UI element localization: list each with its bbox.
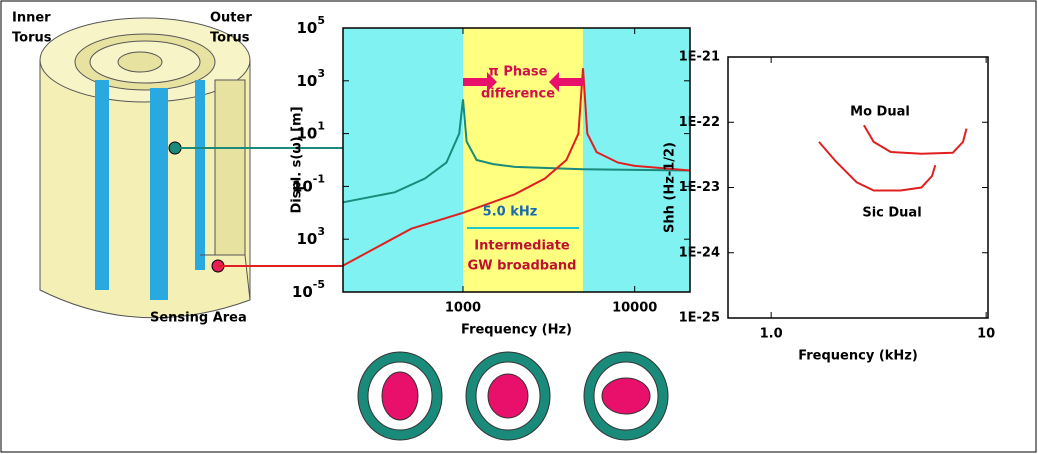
x-tick-label: 1.0 — [760, 327, 783, 342]
y-tick-label: 103 — [296, 225, 325, 248]
y-tick-exp: 5 — [317, 14, 325, 27]
y-axis-label: Displ. s(ω) [m] — [290, 106, 305, 213]
y-tick-label: 10-5 — [292, 278, 325, 301]
annotation: 5.0 kHz — [483, 205, 538, 220]
y-tick-label: 1E-24 — [679, 245, 720, 260]
diagram-label: Inner — [12, 11, 51, 26]
annotation: Intermediate — [474, 239, 570, 254]
y-tick-label: 1E-25 — [679, 311, 720, 326]
y-tick-base: 10 — [296, 19, 317, 37]
annotation: π Phase — [489, 65, 548, 80]
y-tick-label: 1E-22 — [679, 115, 720, 130]
annotation: GW broadband — [468, 259, 577, 274]
annotation: Mo Dual — [850, 105, 910, 120]
y-tick-label: 1E-23 — [679, 180, 720, 195]
diagram-label: Torus — [12, 31, 52, 46]
diagram-label: Torus — [210, 31, 250, 46]
figure: Inner Torus Outer Torus Sensing Area 105… — [0, 0, 1038, 454]
y-tick-exp: 3 — [317, 67, 325, 80]
y-tick-exp: -1 — [313, 172, 325, 185]
annotation: Sic Dual — [862, 206, 921, 221]
x-axis-label: Frequency (kHz) — [798, 349, 918, 364]
mode-shapes — [358, 352, 668, 440]
y-tick-base: 10 — [292, 283, 313, 301]
x-tick-label: 10 — [977, 327, 995, 342]
y-tick-label: 105 — [296, 14, 325, 37]
diagram-label: Sensing Area — [150, 311, 247, 326]
plot-area — [728, 57, 988, 318]
y-tick-exp: 3 — [317, 225, 325, 238]
y-tick-exp: -5 — [313, 278, 325, 291]
y-axis-label: Shh (Hz-1/2) — [663, 142, 678, 233]
x-axis-label: Frequency (Hz) — [461, 323, 572, 338]
y-tick-base: 10 — [296, 71, 317, 89]
y-tick-label: 1E-21 — [679, 50, 720, 65]
x-tick-label: 10000 — [612, 301, 657, 316]
y-tick-label: 103 — [296, 67, 325, 90]
annotation: difference — [481, 87, 555, 102]
diagram-label: Outer — [210, 11, 252, 26]
y-tick-exp: 1 — [317, 120, 325, 133]
y-tick-base: 10 — [296, 230, 317, 248]
x-tick-label: 1000 — [445, 301, 481, 316]
